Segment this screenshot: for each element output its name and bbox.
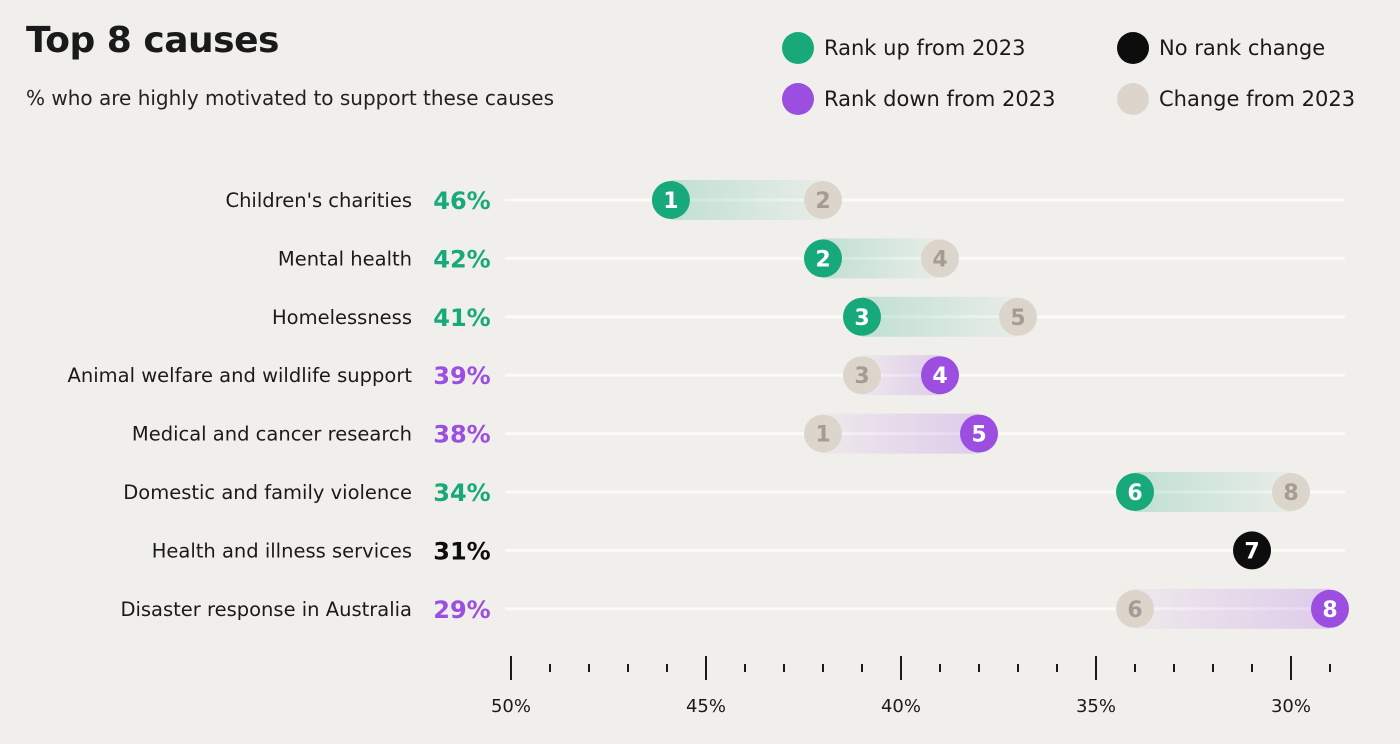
rank-2024-label: 5 <box>971 423 986 448</box>
chart-row: Disaster response in Australia 29% 6 8 <box>120 588 1349 629</box>
change-band <box>862 296 1018 337</box>
rank-2023-marker <box>804 414 842 453</box>
chart-row: Health and illness services 31% 7 <box>152 531 1345 570</box>
x-axis: 50% 45% 40% 35% 30% <box>491 656 1331 717</box>
rank-2024-marker <box>1233 531 1271 570</box>
chart-row: Medical and cancer research 38% 1 5 <box>132 413 1345 454</box>
rank-2024-marker <box>804 239 842 278</box>
rank-2024-marker <box>651 181 690 219</box>
rank-2023-label: 3 <box>854 364 869 389</box>
rank-2024-marker <box>843 297 881 336</box>
rank-2023-marker <box>1116 589 1154 628</box>
category-label: Homelessness <box>272 306 412 329</box>
legend-dot-rank-up <box>782 32 814 64</box>
value-label: 39% <box>433 362 490 390</box>
category-label: Domestic and family violence <box>123 481 412 504</box>
value-label: 31% <box>433 537 490 565</box>
change-band <box>823 413 979 454</box>
value-label: 34% <box>433 479 490 507</box>
chart-row: Homelessness 41% 5 3 <box>272 296 1345 337</box>
value-label: 46% <box>433 187 490 215</box>
change-band <box>1135 588 1330 629</box>
rank-2023-label: 5 <box>1010 306 1025 331</box>
rank-2024-label: 1 <box>663 189 678 214</box>
category-label: Medical and cancer research <box>132 423 412 446</box>
rank-2024-marker <box>960 414 998 453</box>
rank-2023-label: 8 <box>1283 481 1298 506</box>
legend-change: Change from 2023 <box>1117 83 1355 115</box>
rank-2024-label: 2 <box>815 247 830 272</box>
chart-row: Animal welfare and wildlife support 39% 3 4 <box>68 355 1345 396</box>
category-label: Disaster response in Australia <box>120 598 412 621</box>
rank-2023-marker <box>843 356 881 395</box>
chart-row: Mental health 42% 4 2 <box>278 238 1345 279</box>
tick-label: 40% <box>881 696 921 717</box>
rank-2023-marker <box>999 297 1037 336</box>
legend-label-change: Change from 2023 <box>1159 87 1356 111</box>
value-label: 41% <box>433 304 490 332</box>
rank-2024-label: 4 <box>932 364 947 389</box>
legend-dot-rank-down <box>782 83 814 115</box>
value-label: 29% <box>433 596 490 624</box>
category-label: Mental health <box>278 247 412 270</box>
legend-no-change: No rank change <box>1117 32 1325 64</box>
rank-2023-label: 1 <box>815 423 830 448</box>
tick-label: 45% <box>686 696 726 717</box>
change-band <box>1135 472 1291 512</box>
rank-2024-label: 6 <box>1127 481 1142 506</box>
value-label: 42% <box>433 245 490 273</box>
tick-label: 35% <box>1076 696 1116 717</box>
legend-label-no-change: No rank change <box>1159 36 1326 60</box>
rank-2024-marker <box>1116 473 1154 511</box>
change-band <box>823 238 940 279</box>
category-label: Health and illness services <box>152 539 412 562</box>
chart-subtitle: % who are highly motivated to support th… <box>26 86 555 110</box>
legend-dot-no-change <box>1117 32 1149 64</box>
rank-2023-marker <box>921 239 959 278</box>
category-label: Animal welfare and wildlife support <box>68 364 413 387</box>
rank-2024-label: 8 <box>1322 598 1337 623</box>
chart-row: Domestic and family violence 34% 8 6 <box>123 472 1345 512</box>
rank-2024-marker <box>921 356 959 395</box>
chart-title: Top 8 causes <box>26 20 279 61</box>
change-band <box>670 180 823 220</box>
tick-label: 50% <box>491 696 531 717</box>
legend-label-rank-down: Rank down from 2023 <box>824 87 1056 111</box>
rank-2024-label: 7 <box>1244 539 1259 564</box>
chart-row: Children's charities 46% 2 1 <box>225 180 1345 220</box>
category-label: Children's charities <box>225 189 412 212</box>
legend-rank-down: Rank down from 2023 <box>782 83 1055 115</box>
rank-2024-label: 3 <box>854 306 869 331</box>
legend-dot-change <box>1117 83 1149 115</box>
rank-2023-label: 6 <box>1127 598 1142 623</box>
tick-label: 30% <box>1271 696 1311 717</box>
rank-2023-label: 2 <box>815 189 830 214</box>
rank-2023-label: 4 <box>932 247 947 272</box>
rank-2023-marker <box>1272 473 1310 511</box>
legend-rank-up: Rank up from 2023 <box>782 32 1025 64</box>
rank-2024-marker <box>1311 589 1349 628</box>
rank-2023-marker <box>804 181 842 219</box>
legend-label-rank-up: Rank up from 2023 <box>824 36 1026 60</box>
value-label: 38% <box>433 421 490 449</box>
